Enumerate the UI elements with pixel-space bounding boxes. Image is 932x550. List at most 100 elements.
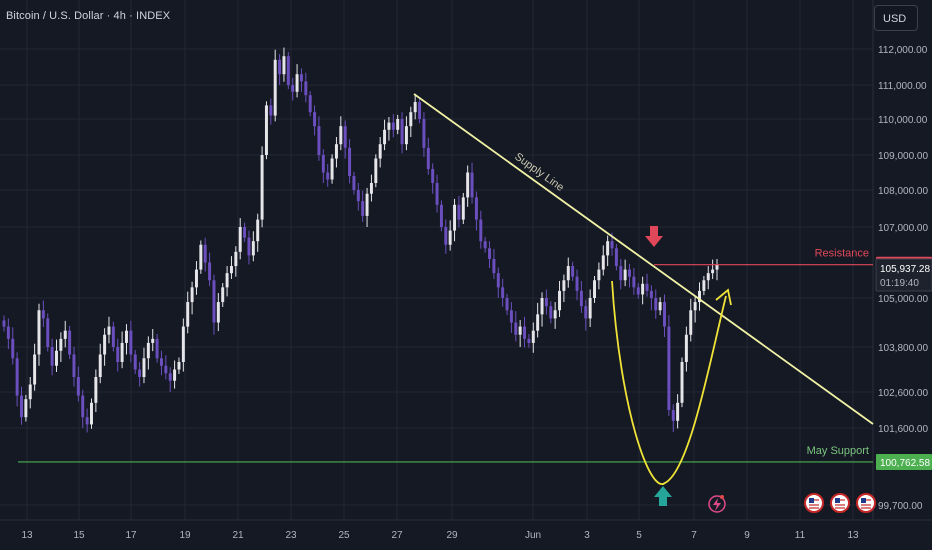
candle-body bbox=[706, 273, 710, 281]
candle-body bbox=[540, 298, 544, 315]
price-axis-label: 108,000.00 bbox=[878, 186, 928, 197]
candle-body bbox=[680, 362, 684, 403]
candle-body bbox=[422, 119, 426, 148]
candle-body bbox=[334, 144, 338, 159]
candle-body bbox=[562, 280, 566, 291]
candle-body bbox=[286, 56, 290, 85]
supply-line bbox=[413, 93, 874, 425]
time-axis-label: 3 bbox=[584, 530, 590, 541]
candle-body bbox=[549, 306, 553, 319]
time-axis-label: 13 bbox=[847, 530, 859, 541]
candle-body bbox=[186, 302, 190, 327]
candle-body bbox=[107, 326, 111, 335]
candle-body bbox=[50, 347, 54, 366]
candle-body bbox=[671, 410, 675, 421]
time-axis-label: 15 bbox=[73, 530, 85, 541]
candle-body bbox=[194, 269, 198, 288]
support-label: May Support bbox=[807, 445, 869, 457]
candle-body bbox=[11, 338, 15, 359]
candle-body bbox=[238, 227, 242, 252]
candle-body bbox=[308, 95, 312, 113]
candle-body bbox=[59, 338, 63, 351]
candle-body bbox=[444, 227, 448, 245]
chart-title: Bitcoin / U.S. Dollar · 4h · INDEX bbox=[6, 10, 171, 22]
candle-body bbox=[326, 172, 330, 180]
candle-body bbox=[155, 338, 159, 359]
candle-body bbox=[457, 204, 461, 220]
price-axis-label: 110,000.00 bbox=[878, 115, 928, 126]
candle-body bbox=[483, 241, 487, 249]
price-axis-label: 102,600.00 bbox=[878, 388, 928, 399]
candle-body bbox=[698, 290, 701, 303]
candle-body bbox=[247, 237, 251, 256]
price-axis-label: 101,600.00 bbox=[878, 424, 928, 435]
candle-body bbox=[474, 197, 478, 220]
candle-body bbox=[33, 354, 37, 385]
candle-body bbox=[505, 298, 509, 311]
candle-body bbox=[658, 302, 662, 311]
candle-body bbox=[278, 59, 282, 75]
candle-body bbox=[37, 310, 41, 355]
candle-body bbox=[418, 102, 422, 119]
candle-body bbox=[229, 266, 233, 274]
time-axis-label: 11 bbox=[795, 530, 806, 541]
currency-button[interactable]: USD bbox=[874, 5, 918, 31]
candle-body bbox=[575, 276, 579, 291]
time-axis-label: 9 bbox=[744, 530, 750, 541]
candle-body bbox=[264, 105, 268, 155]
candle-body bbox=[702, 280, 706, 291]
candle-body bbox=[68, 330, 72, 355]
candle-body bbox=[225, 273, 229, 288]
candle-body bbox=[81, 395, 85, 418]
lightning-icon bbox=[708, 495, 726, 513]
candle-body bbox=[234, 251, 238, 267]
candle-body bbox=[584, 306, 588, 319]
candle-body bbox=[98, 354, 102, 377]
candle-body bbox=[330, 158, 334, 180]
candle-body bbox=[369, 183, 373, 194]
curve-arrowhead bbox=[715, 288, 732, 306]
candle-body bbox=[684, 334, 688, 362]
candle-body bbox=[339, 126, 343, 145]
candle-body bbox=[439, 204, 443, 227]
candle-body bbox=[523, 326, 527, 339]
candle-body bbox=[404, 126, 408, 145]
candle-body bbox=[645, 283, 649, 291]
candle-body bbox=[492, 258, 496, 274]
candle-body bbox=[348, 147, 352, 176]
candle-body bbox=[571, 266, 575, 277]
time-axis-label: 7 bbox=[691, 530, 697, 541]
candle-body bbox=[282, 56, 286, 75]
candle-body bbox=[693, 302, 697, 311]
candle-body bbox=[479, 219, 483, 242]
candle-body bbox=[85, 417, 89, 425]
candle-body bbox=[689, 310, 693, 335]
time-axis-label: 23 bbox=[285, 530, 297, 541]
candle-body bbox=[133, 354, 137, 370]
candle-body bbox=[579, 290, 583, 307]
candle-body bbox=[553, 310, 557, 319]
candle-body bbox=[558, 290, 562, 311]
candle-body bbox=[6, 326, 10, 339]
candle-body bbox=[387, 122, 391, 130]
price-axis-label: 112,000.00 bbox=[878, 45, 928, 56]
candle-body bbox=[291, 85, 295, 92]
candle-body bbox=[299, 74, 303, 82]
candle-body bbox=[400, 119, 404, 145]
candle-body bbox=[151, 338, 155, 343]
candle-body bbox=[317, 126, 321, 155]
candle-body bbox=[142, 358, 146, 377]
candle-body bbox=[426, 147, 430, 169]
lightning-bolt-icon bbox=[713, 498, 721, 511]
support-price-tag bbox=[876, 453, 932, 470]
us-flag-canton-icon bbox=[835, 498, 840, 503]
candle-body bbox=[632, 276, 636, 288]
candle-body bbox=[177, 362, 181, 370]
candle-body bbox=[111, 326, 115, 347]
price-axis-label: 105,000.00 bbox=[878, 294, 928, 305]
candle-body bbox=[116, 347, 120, 362]
candle-body bbox=[181, 326, 185, 362]
candle-body bbox=[20, 395, 23, 418]
